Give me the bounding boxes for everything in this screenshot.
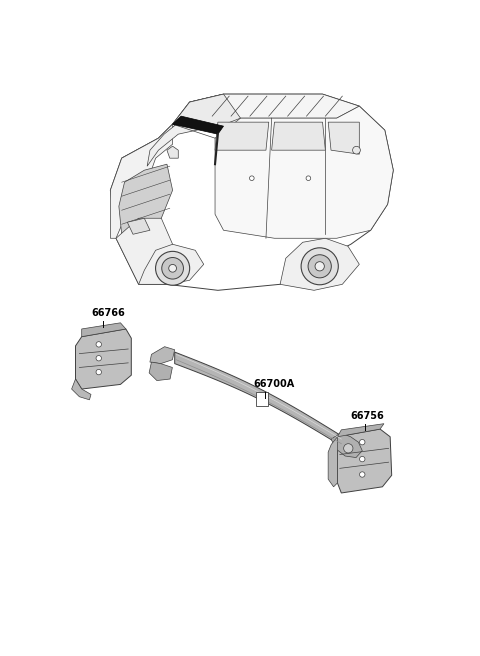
Circle shape <box>250 176 254 180</box>
Circle shape <box>353 146 360 154</box>
Polygon shape <box>215 106 393 238</box>
Polygon shape <box>75 329 132 389</box>
Circle shape <box>162 258 183 279</box>
Polygon shape <box>139 244 204 284</box>
Circle shape <box>169 264 177 272</box>
Circle shape <box>360 440 365 445</box>
Polygon shape <box>337 424 384 437</box>
Polygon shape <box>173 94 240 130</box>
Text: 66700A: 66700A <box>254 379 295 389</box>
Circle shape <box>306 176 311 180</box>
Circle shape <box>308 255 331 278</box>
Polygon shape <box>175 352 343 447</box>
Text: 66756: 66756 <box>350 411 384 421</box>
Polygon shape <box>116 218 173 284</box>
Polygon shape <box>272 122 325 150</box>
Polygon shape <box>122 94 224 158</box>
Polygon shape <box>150 346 175 363</box>
Circle shape <box>344 443 353 453</box>
Circle shape <box>360 472 365 477</box>
Polygon shape <box>119 164 173 234</box>
Circle shape <box>96 342 101 347</box>
Text: 66766: 66766 <box>91 308 125 318</box>
Polygon shape <box>82 323 126 337</box>
Polygon shape <box>328 437 337 487</box>
Polygon shape <box>280 238 360 291</box>
Polygon shape <box>173 116 224 134</box>
Circle shape <box>360 457 365 462</box>
Polygon shape <box>149 362 172 380</box>
Polygon shape <box>337 429 392 493</box>
Polygon shape <box>110 124 173 238</box>
Polygon shape <box>147 110 218 166</box>
Polygon shape <box>190 94 360 118</box>
Polygon shape <box>331 433 362 458</box>
Circle shape <box>96 356 101 361</box>
Polygon shape <box>328 122 360 154</box>
Polygon shape <box>72 379 91 400</box>
Polygon shape <box>167 146 178 158</box>
Polygon shape <box>127 218 150 234</box>
Polygon shape <box>215 122 269 150</box>
Circle shape <box>96 369 101 375</box>
Bar <box>256 392 268 406</box>
Polygon shape <box>110 94 393 291</box>
Circle shape <box>301 248 338 285</box>
Circle shape <box>156 251 190 285</box>
Circle shape <box>315 262 324 271</box>
